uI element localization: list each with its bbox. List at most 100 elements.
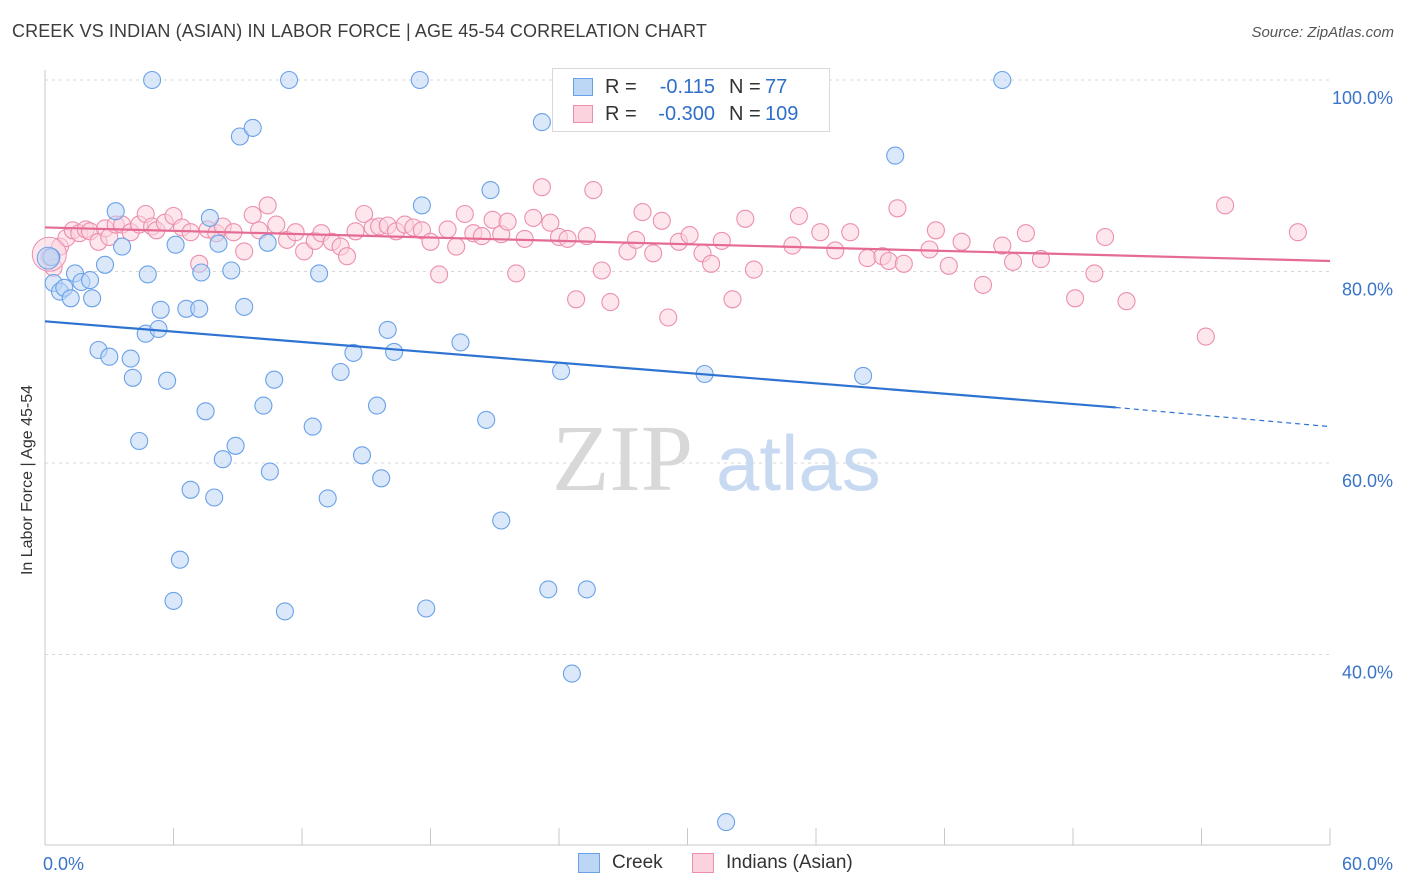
data-point [1096, 227, 1115, 247]
data-point [166, 235, 185, 254]
data-point [993, 70, 1012, 90]
data-point-large [36, 246, 60, 270]
data-point [1196, 327, 1215, 346]
legend-r-label: R = [605, 102, 637, 125]
data-point [164, 591, 183, 610]
data-point [736, 209, 755, 228]
data-point [196, 402, 215, 421]
legend-r-label: R = [605, 75, 637, 98]
legend-r-value: -0.300 [658, 102, 715, 125]
data-point [438, 220, 457, 239]
data-point [430, 265, 449, 284]
data-point [243, 205, 262, 225]
data-point [235, 242, 254, 261]
data-point [858, 249, 877, 268]
data-point [973, 275, 993, 294]
data-point [100, 347, 119, 366]
data-point [258, 233, 277, 252]
data-point [205, 488, 224, 507]
data-point [659, 308, 678, 327]
data-point [95, 255, 115, 274]
data-point [254, 396, 273, 415]
bottom-legend-label-creek: Creek [612, 852, 663, 873]
axes [44, 70, 1331, 846]
bottom-legend-indians: Indians (Asian) [692, 852, 853, 874]
data-point [1085, 264, 1104, 283]
data-point [717, 813, 736, 832]
data-point [190, 299, 209, 318]
data-point [158, 371, 177, 390]
data-point [680, 226, 699, 245]
trend-line-creek [44, 320, 1116, 409]
data-point [222, 261, 241, 280]
data-point [841, 223, 860, 242]
data-point [260, 462, 279, 481]
data-point [121, 349, 140, 368]
data-point [472, 227, 491, 246]
data-point [1216, 196, 1235, 215]
data-point [192, 263, 211, 282]
data-point [481, 181, 500, 200]
tick-labels: 40.0% 60.0% 80.0% 100.0% 0.0% 60.0% [43, 88, 1393, 874]
data-point [138, 265, 157, 284]
legend: R = -0.115 N = 77 R = -0.300 N = 109 [552, 68, 830, 132]
legend-swatch-creek [573, 78, 593, 96]
data-point [558, 229, 577, 248]
data-point [1003, 252, 1023, 271]
trend-line-indians [44, 226, 1331, 263]
data-point [789, 206, 808, 226]
data-point [492, 511, 511, 530]
bottom-legend-swatch-creek [578, 853, 600, 873]
data-point [355, 204, 374, 224]
legend-r-value: -0.115 [659, 75, 715, 98]
bottom-legend-swatch-indians [692, 853, 714, 873]
data-point [926, 221, 945, 240]
data-point [344, 343, 363, 362]
data-point [181, 480, 200, 499]
data-point [113, 237, 132, 256]
y-tick-label: 100.0% [1332, 88, 1393, 108]
watermark-atlas: atlas [716, 419, 881, 507]
data-point [879, 251, 898, 271]
bottom-legend-creek: Creek [578, 852, 663, 874]
bottom-legend-label-indians: Indians (Asian) [726, 852, 853, 873]
data-point [385, 342, 404, 361]
data-point [346, 222, 365, 241]
data-point [213, 450, 232, 469]
data-point [552, 362, 571, 381]
data-point [143, 70, 162, 90]
data-point [1016, 224, 1035, 243]
bottom-legend: Creek Indians (Asian) [0, 852, 1406, 876]
data-point [80, 271, 100, 290]
data-point [539, 580, 558, 599]
data-point [243, 118, 262, 137]
data-point [170, 550, 189, 569]
data-point [250, 221, 269, 240]
gridlines [45, 79, 1330, 655]
data-point [541, 213, 560, 232]
series-indians-asian-points [31, 178, 1307, 346]
data-point [130, 431, 149, 451]
data-point [567, 290, 586, 309]
data-point [952, 232, 971, 251]
data-point [652, 211, 671, 230]
legend-row-creek: R = -0.115 N = 77 [573, 75, 787, 99]
data-point [1031, 250, 1050, 269]
data-point [417, 599, 436, 618]
x-tick-label-max: 60.0% [1342, 854, 1393, 874]
data-point [226, 436, 245, 455]
data-point [286, 223, 305, 242]
data-point [123, 368, 142, 387]
y-tick-label: 60.0% [1342, 471, 1393, 491]
legend-swatch-indians [573, 105, 593, 123]
trend-lines [44, 226, 1331, 428]
data-point [811, 223, 830, 242]
data-point [455, 204, 474, 224]
data-point [723, 290, 742, 309]
trend-line-creek-extension [1115, 406, 1331, 428]
data-point [451, 333, 470, 352]
data-point [939, 256, 958, 275]
data-point [888, 199, 907, 218]
data-point [151, 300, 170, 319]
